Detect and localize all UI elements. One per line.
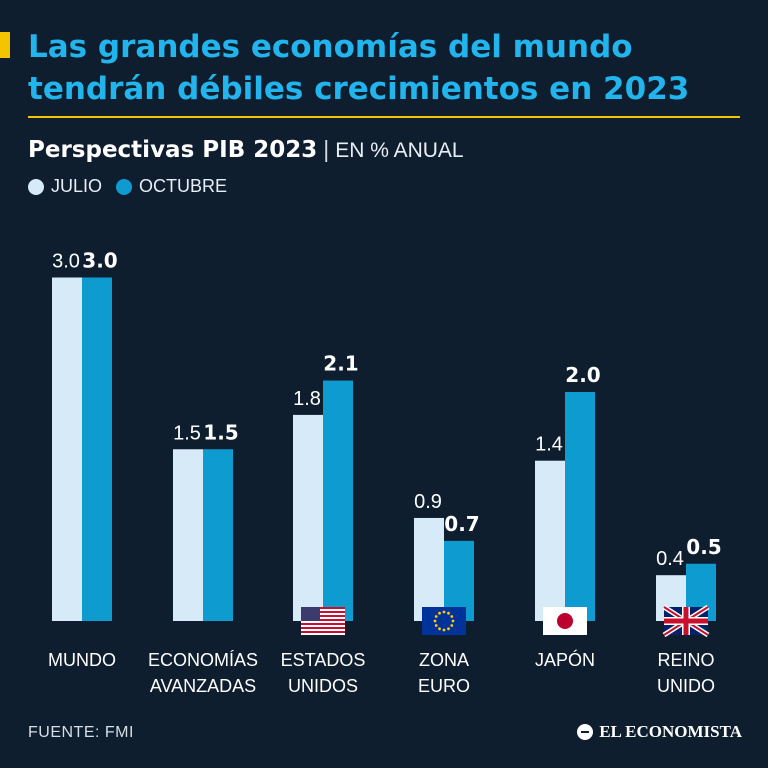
source-note: FUENTE: FMI [28,724,134,741]
eu-flag-star [451,619,455,623]
category-label-reino-unido: UNIDO [657,676,715,696]
brand-mark-icon [577,724,594,740]
japan-flag-sun [557,613,573,629]
title-accent-bar [0,32,10,58]
bar-julio-japon [535,460,565,621]
data-label-octubre-zona-euro: 0.7 [444,512,479,536]
data-label-julio-economias-avanzadas: 1.5 [173,422,201,444]
eu-flag-star [442,628,446,632]
legend: JULIO OCTUBRE [28,176,227,197]
uk-flag-icon [662,604,710,638]
category-label-zona-euro: EURO [418,676,470,696]
legend-swatch-octubre [116,178,133,195]
eu-flag-star [433,619,437,623]
bar-julio-mundo [52,277,82,621]
data-label-octubre-economias-avanzadas: 1.5 [203,420,238,444]
category-label-estados-unidos: ESTADOS [281,650,366,670]
eu-flag-star [450,615,454,618]
legend-label-octubre: OCTUBRE [139,176,228,196]
category-label-reino-unido: REINO [657,650,714,670]
bar-julio-economias-avanzadas [173,449,203,621]
chart-title: Las grandes economías del mundo tendrán … [28,29,690,107]
legend-item-julio: JULIO [28,176,102,197]
data-label-julio-reino-unido: 0.4 [656,548,684,570]
subtitle-separator: | [323,136,330,162]
data-label-julio-japon: 1.4 [535,434,563,456]
us-flag-stripe [301,611,345,613]
data-label-octubre-estados-unidos: 2.1 [323,352,358,376]
brand-logo: EL ECONOMISTA [577,722,742,742]
us-flag-stripe [301,615,345,617]
category-label-economias-avanzadas: ECONOMÍAS [148,650,258,670]
us-flag-canton [301,607,320,621]
legend-swatch-julio [28,178,44,195]
legend-item-octubre: OCTUBRE [116,176,227,197]
uk-flag-cross-red [664,618,708,624]
legend-label-julio: JULIO [51,176,103,196]
eu-flag-star [438,627,441,631]
data-label-julio-mundo: 3.0 [52,251,80,273]
eu-flag-star [450,624,454,627]
us-flag-stripe [301,627,345,629]
bar-octubre-mundo [82,277,112,621]
us-flag-stripe [301,619,345,621]
bar-octubre-estados-unidos [323,380,353,621]
bar-julio-estados-unidos [293,414,323,621]
eu-flag-star [442,610,446,614]
data-label-octubre-mundo: 3.0 [82,249,117,273]
data-label-octubre-reino-unido: 0.5 [686,535,721,559]
bar-octubre-economias-avanzadas [203,449,233,621]
japan-flag-icon [543,607,587,635]
subtitle-main: Perspectivas PIB 2023 [28,137,318,163]
bar-octubre-japon [565,392,595,621]
category-label-mundo: MUNDO [48,650,116,670]
us-flag-stripe [301,607,345,609]
brand-name: EL ECONOMISTA [599,722,742,741]
bar-julio-zona-euro [414,517,444,621]
category-label-zona-euro: ZONA [419,650,469,670]
category-label-estados-unidos: UNIDOS [288,676,358,696]
eu-flag-star [434,624,438,627]
us-flag-stripe [301,631,345,633]
category-label-japon: JAPÓN [535,649,595,670]
eu-flag-star [447,627,450,631]
eu-flag-star [447,611,450,615]
eu-flag-icon [422,607,466,635]
chart-subtitle: Perspectivas PIB 2023 | EN % ANUAL [28,136,464,163]
eu-flag-star [434,615,438,618]
us-flag-stripe [301,623,345,625]
data-label-julio-estados-unidos: 1.8 [293,388,321,410]
unit-label: EN % ANUAL [335,139,464,162]
eu-flag-star [438,611,441,615]
data-label-julio-zona-euro: 0.9 [414,491,442,513]
category-label-economias-avanzadas: AVANZADAS [150,676,256,696]
us-flag-icon [301,607,345,635]
data-label-octubre-japon: 2.0 [565,363,600,387]
title-divider [28,116,740,118]
